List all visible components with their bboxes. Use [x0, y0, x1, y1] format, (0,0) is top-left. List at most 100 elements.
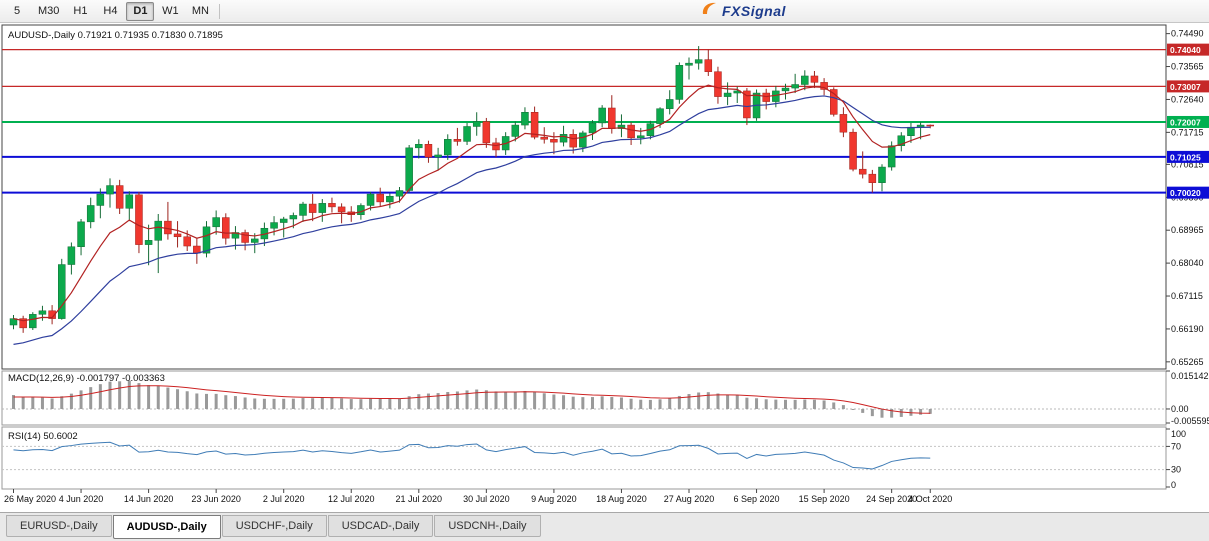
timeframe-5[interactable]: 5 — [13, 4, 21, 17]
candle-body — [540, 136, 548, 140]
candle-body — [714, 71, 722, 97]
timeframe-m30[interactable]: M30 — [38, 4, 60, 17]
toolbar-separator — [219, 3, 221, 19]
date-label: 9 Aug 2020 — [531, 494, 577, 504]
rsi-pane[interactable] — [1, 426, 1167, 490]
timeframe-h1[interactable]: H1 — [73, 4, 88, 17]
price-level-box-label: 0.72007 — [1170, 117, 1201, 127]
macd-bar — [629, 398, 633, 409]
macd-bar — [716, 393, 720, 409]
chart-area[interactable]: AUDUSD-,Daily 0.71921 0.71935 0.71830 0.… — [0, 23, 1209, 515]
date-label: 26 May 2020 — [4, 494, 56, 504]
timeframe-d1[interactable]: D1 — [126, 1, 155, 21]
candle-body — [251, 238, 259, 243]
macd-bar — [475, 389, 479, 409]
macd-bar — [803, 399, 807, 409]
candle-body — [801, 75, 809, 85]
candle-body — [723, 92, 732, 97]
candle-body — [704, 59, 713, 72]
candle-body — [608, 107, 616, 129]
candle-body — [559, 134, 568, 143]
price-tick-label: 0.73565 — [1171, 62, 1204, 72]
candle-body — [77, 221, 85, 247]
macd-bar — [841, 405, 845, 409]
macd-bar — [735, 395, 739, 409]
date-label: 4 Jun 2020 — [59, 494, 104, 504]
rsi-axis-label: 100 — [1171, 429, 1186, 439]
candle-body — [492, 142, 500, 151]
price-level-box-label: 0.74040 — [1170, 45, 1201, 55]
candle-body — [907, 126, 915, 136]
macd-bar — [764, 399, 768, 409]
candle-body — [67, 246, 76, 265]
macd-bar — [233, 396, 237, 409]
macd-bar — [156, 385, 160, 409]
candle-body — [762, 92, 770, 102]
tab-eurusd-daily[interactable]: EURUSD-,Daily — [6, 515, 112, 537]
price-tick-label: 0.66190 — [1171, 324, 1204, 334]
macd-bar — [919, 408, 923, 415]
date-label: 2 Jul 2020 — [263, 494, 305, 504]
chart-title: AUDUSD-,Daily 0.71921 0.71935 0.71830 0.… — [8, 30, 223, 41]
candle-body — [193, 245, 201, 254]
macd-bar — [899, 408, 903, 417]
macd-bar — [928, 408, 932, 414]
candle-body — [289, 215, 298, 220]
macd-axis-label: -0.005595 — [1171, 416, 1209, 426]
macd-bar — [166, 387, 170, 409]
candle-body — [791, 84, 799, 89]
candle-body — [19, 318, 27, 329]
tab-usdcnh-daily[interactable]: USDCNH-,Daily — [434, 515, 541, 537]
candle-body — [144, 240, 153, 245]
macd-bar — [639, 399, 643, 409]
candle-body — [106, 185, 114, 195]
price-level-box — [1167, 186, 1209, 199]
macd-bar — [243, 397, 247, 409]
price-tick-label: 0.74490 — [1171, 29, 1204, 39]
macd-bar — [591, 397, 594, 409]
candle-body — [897, 135, 906, 146]
macd-bar — [436, 393, 440, 409]
macd-bar — [176, 389, 180, 409]
candle-body — [337, 206, 346, 213]
timeframe-w1[interactable]: W1 — [162, 4, 179, 17]
macd-bar — [21, 396, 25, 409]
macd-bar — [214, 393, 218, 409]
timeframe-h4[interactable]: H4 — [103, 4, 118, 17]
macd-bar — [619, 397, 623, 409]
main-pane[interactable] — [1, 24, 1167, 370]
macd-bar — [147, 385, 151, 409]
candle-body — [115, 185, 124, 209]
macd-bar — [407, 396, 411, 409]
candle-body — [38, 310, 47, 315]
macd-bar — [697, 392, 701, 409]
timeframe-mn[interactable]: MN — [191, 4, 209, 17]
candle-body — [135, 194, 143, 245]
macd-bar — [388, 398, 392, 409]
candle-body — [858, 168, 867, 175]
tab-usdcad-daily[interactable]: USDCAD-,Daily — [327, 515, 434, 537]
macd-bar — [465, 390, 469, 409]
candle-body — [463, 126, 471, 142]
candle-body — [222, 217, 230, 239]
macd-bar — [398, 398, 401, 409]
candle-body — [472, 121, 481, 127]
candle-body — [424, 144, 433, 158]
macd-bar — [195, 393, 199, 409]
macd-bar — [272, 398, 276, 409]
candle-body — [386, 195, 394, 203]
macd-bar — [369, 398, 373, 409]
macd-bar — [832, 402, 836, 409]
macd-bar — [79, 390, 83, 409]
macd-axis-label: 0.015142 — [1171, 371, 1209, 381]
date-label: 27 Aug 2020 — [664, 494, 715, 504]
candle-body — [395, 190, 404, 197]
candle-body — [241, 232, 249, 243]
tab-usdchf-daily[interactable]: USDCHF-,Daily — [221, 515, 327, 537]
price-tick-label: 0.72640 — [1171, 94, 1204, 104]
macd-bar — [282, 398, 286, 409]
candle-body — [299, 203, 307, 216]
price-chart[interactable]: AUDUSD-,Daily 0.71921 0.71935 0.71830 0.… — [0, 23, 1209, 515]
candle-body — [279, 218, 288, 223]
tab-audusd-daily[interactable]: AUDUSD-,Daily — [112, 515, 221, 539]
